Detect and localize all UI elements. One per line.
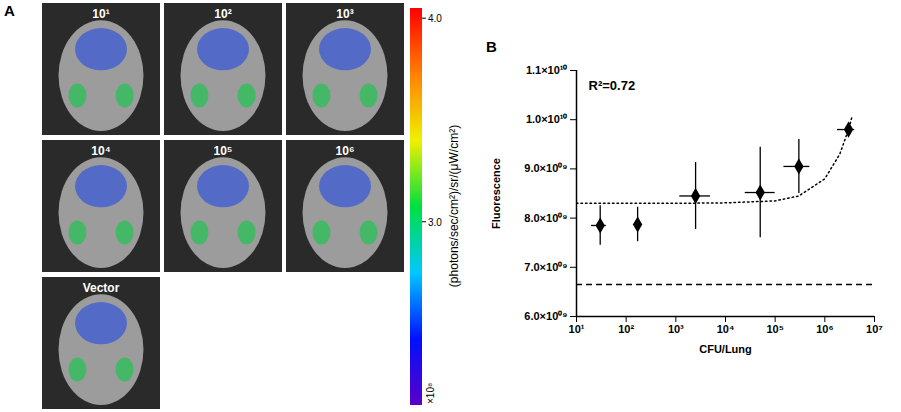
svg-text:7.0×10⁰⁹: 7.0×10⁰⁹ <box>524 261 567 273</box>
svg-text:1.0×10¹⁰: 1.0×10¹⁰ <box>526 113 568 125</box>
svg-text:CFU/Lung: CFU/Lung <box>699 343 752 355</box>
html-text:B: B <box>486 38 497 55</box>
svg-text:8.0×10⁰⁹: 8.0×10⁰⁹ <box>524 212 567 224</box>
svg-text:10⁴: 10⁴ <box>91 144 110 158</box>
svg-text:10⁵: 10⁵ <box>766 323 783 335</box>
svg-text:Vector: Vector <box>83 281 120 295</box>
svg-text:(photons/sec/cm²)/sr/(μW/cm²): (photons/sec/cm²)/sr/(μW/cm²) <box>447 125 461 287</box>
svg-text:Fluorescence: Fluorescence <box>490 158 502 229</box>
svg-text:×10⁸: ×10⁸ <box>425 383 436 404</box>
svg-text:10⁴: 10⁴ <box>717 323 735 335</box>
svg-text:10¹: 10¹ <box>569 323 585 335</box>
svg-text:10²: 10² <box>214 7 231 21</box>
svg-text:10²: 10² <box>618 323 634 335</box>
svg-text:10³: 10³ <box>336 7 353 21</box>
svg-text:10⁶: 10⁶ <box>336 144 355 158</box>
svg-text:1.1×10¹⁰: 1.1×10¹⁰ <box>526 64 568 76</box>
svg-text:10³: 10³ <box>668 323 684 335</box>
svg-text:3.0: 3.0 <box>428 217 442 228</box>
svg-text:R²=0.72: R²=0.72 <box>589 78 636 93</box>
svg-text:4.0: 4.0 <box>428 13 442 24</box>
svg-text:10⁵: 10⁵ <box>214 144 233 158</box>
svg-text:10¹: 10¹ <box>92 7 109 21</box>
svg-text:10⁷: 10⁷ <box>866 323 883 335</box>
svg-text:A: A <box>4 2 15 19</box>
svg-text:9.0×10⁰⁹: 9.0×10⁰⁹ <box>524 162 567 174</box>
svg-text:10⁶: 10⁶ <box>816 323 833 335</box>
svg-text:6.0×10⁰⁹: 6.0×10⁰⁹ <box>524 310 567 322</box>
